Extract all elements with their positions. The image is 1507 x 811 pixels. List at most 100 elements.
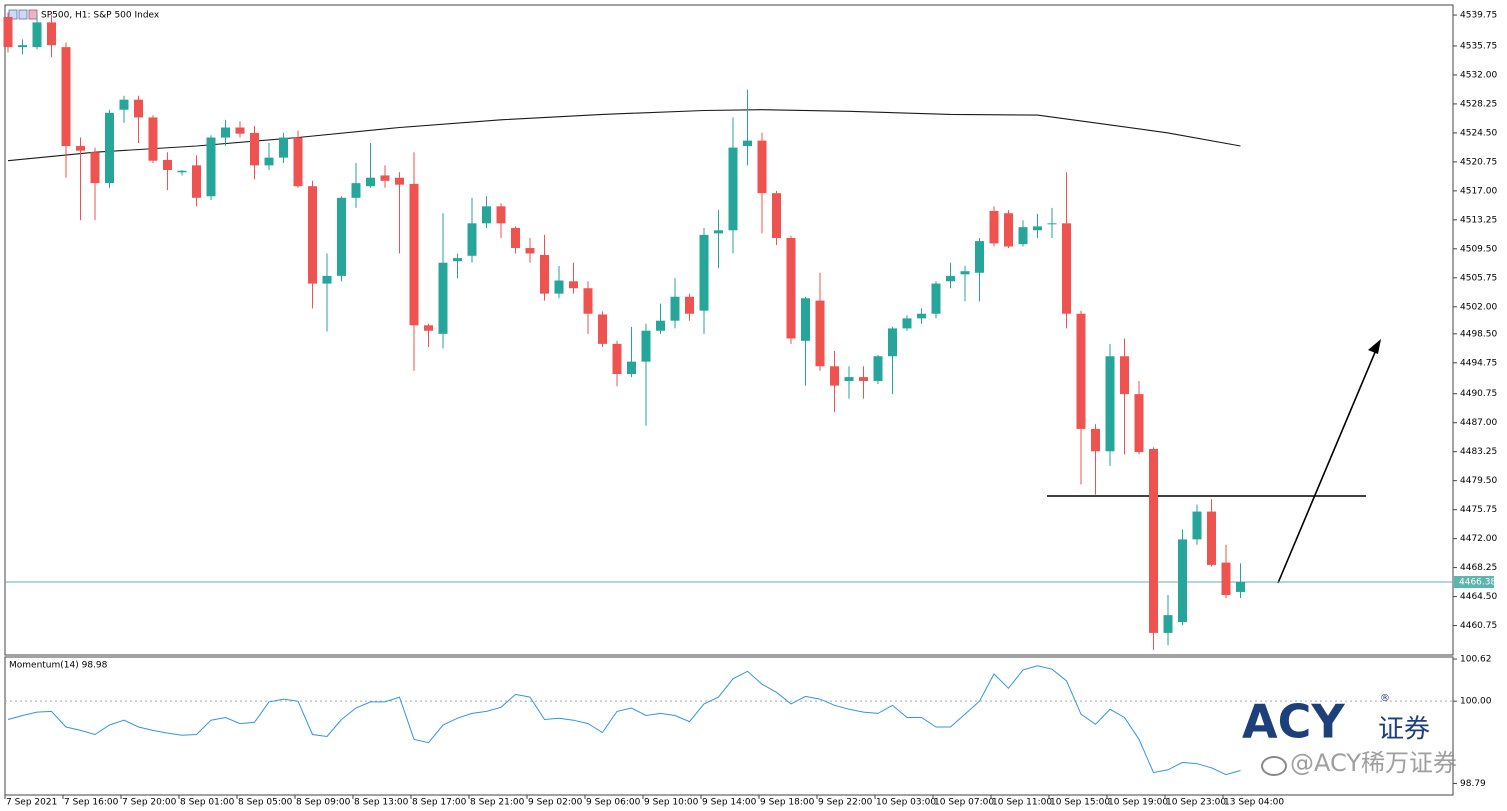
y-tick-label: 4513.25	[1460, 215, 1497, 225]
x-tick-label: 8 Sep 21:00	[470, 798, 525, 808]
indicator-title: Momentum(14) 98.98	[9, 661, 108, 671]
y-tick-label: 4472.00	[1460, 534, 1497, 544]
candle-body	[380, 175, 390, 181]
credit: @ACY稀万证券	[1290, 749, 1457, 777]
candle-body	[438, 262, 448, 334]
candle-body	[844, 377, 854, 381]
candle-body	[598, 314, 607, 344]
candle-body	[699, 234, 709, 311]
y-tick-label: 4498.50	[1460, 329, 1497, 339]
x-tick-label: 10 Sep 15:00	[1050, 798, 1110, 808]
candle-body	[830, 366, 839, 386]
candle-body	[1163, 615, 1173, 633]
candle-body	[235, 127, 245, 134]
x-tick-label: 10 Sep 23:00	[1166, 798, 1226, 808]
x-tick-label: 9 Sep 18:00	[760, 798, 815, 808]
indicator-y-tick-label: 100.62	[1460, 655, 1492, 665]
candle-body	[482, 206, 491, 224]
x-tick-label: 8 Sep 01:00	[180, 798, 235, 808]
candle-body	[1192, 511, 1202, 540]
x-tick-label: 7 Sep 2021	[6, 798, 57, 808]
y-tick-label: 4532.00	[1460, 70, 1497, 80]
candle-body	[221, 127, 230, 138]
candle-body	[946, 275, 955, 282]
candle-body	[1149, 448, 1158, 633]
logo: ACY	[1242, 695, 1345, 749]
candle-body	[859, 377, 868, 381]
candle-body	[989, 210, 999, 244]
candle-body	[1178, 539, 1187, 623]
candle-body	[337, 197, 346, 276]
candle-body	[1105, 356, 1115, 452]
x-tick-label: 8 Sep 13:00	[354, 798, 409, 808]
candle-body	[1018, 227, 1028, 245]
candle-body	[888, 328, 897, 357]
x-tick-label: 8 Sep 09:00	[296, 798, 351, 808]
candle-body	[163, 159, 172, 170]
x-tick-label: 9 Sep 14:00	[702, 798, 757, 808]
x-tick-label: 10 Sep 11:00	[992, 798, 1052, 808]
candle-body	[1033, 226, 1042, 231]
candle-body	[192, 165, 201, 198]
candle-body	[453, 258, 462, 262]
candle-body	[1120, 356, 1129, 395]
candle-body	[583, 288, 593, 314]
candle-body	[1047, 223, 1057, 225]
candle-body	[119, 99, 129, 110]
chart-title: SP500, H1: S&P 500 Index	[41, 11, 160, 21]
candle-body	[47, 22, 56, 46]
symbol-icon	[8, 9, 38, 20]
candle-body	[467, 223, 477, 256]
candle-body	[424, 325, 433, 331]
candle-body	[61, 47, 71, 147]
indicator-y-tick-label: 98.79	[1460, 779, 1486, 789]
candle-body	[264, 157, 274, 166]
candle-body	[409, 183, 419, 326]
x-tick-label: 10 Sep 19:00	[1108, 798, 1168, 808]
candle-body	[786, 237, 796, 339]
candle-body	[1134, 394, 1144, 453]
y-tick-label: 4528.25	[1460, 99, 1497, 109]
candle-body	[612, 343, 622, 375]
candle-body	[3, 16, 13, 48]
candle-body	[206, 137, 216, 197]
x-tick-label: 9 Sep 22:00	[818, 798, 873, 808]
arrow-head	[1368, 339, 1381, 354]
candle-body	[641, 330, 651, 362]
candle-body	[322, 275, 332, 284]
candle-body	[148, 117, 158, 161]
candle-body	[1062, 223, 1071, 314]
y-tick-label: 4520.75	[1460, 157, 1497, 167]
y-tick-label: 4483.25	[1460, 447, 1497, 457]
candle-body	[525, 248, 535, 254]
candle-body	[1236, 582, 1245, 592]
candle-body	[540, 255, 549, 294]
candle-body	[293, 137, 303, 187]
price-label: 4466.38	[1459, 578, 1496, 588]
x-tick-label: 9 Sep 10:00	[644, 798, 699, 808]
candle-body	[1091, 428, 1100, 452]
candle-body	[656, 320, 665, 331]
y-tick-label: 4487.00	[1460, 418, 1497, 428]
candle-body	[569, 281, 578, 289]
candle-body	[975, 241, 984, 273]
candle-body	[308, 186, 317, 284]
price-label-box	[1454, 576, 1494, 589]
y-tick-label: 4535.75	[1460, 41, 1497, 51]
indicator-pane	[4, 656, 1454, 796]
candle-body	[496, 206, 506, 224]
y-tick-label: 4490.75	[1460, 389, 1497, 399]
logo-sub: 证券	[1378, 715, 1430, 745]
candle-body	[873, 356, 883, 381]
candle-body	[917, 313, 926, 319]
moving-average	[7, 109, 1241, 162]
candle-body	[714, 230, 723, 234]
candle-body	[728, 147, 738, 231]
x-tick-label: 8 Sep 05:00	[238, 798, 293, 808]
registered: ®	[1380, 693, 1390, 704]
candle-body	[1076, 313, 1086, 429]
candle-body	[1221, 562, 1231, 596]
candle-body	[1207, 511, 1216, 565]
y-tick-label: 4509.50	[1460, 244, 1497, 254]
y-tick-label: 4505.75	[1460, 273, 1497, 283]
